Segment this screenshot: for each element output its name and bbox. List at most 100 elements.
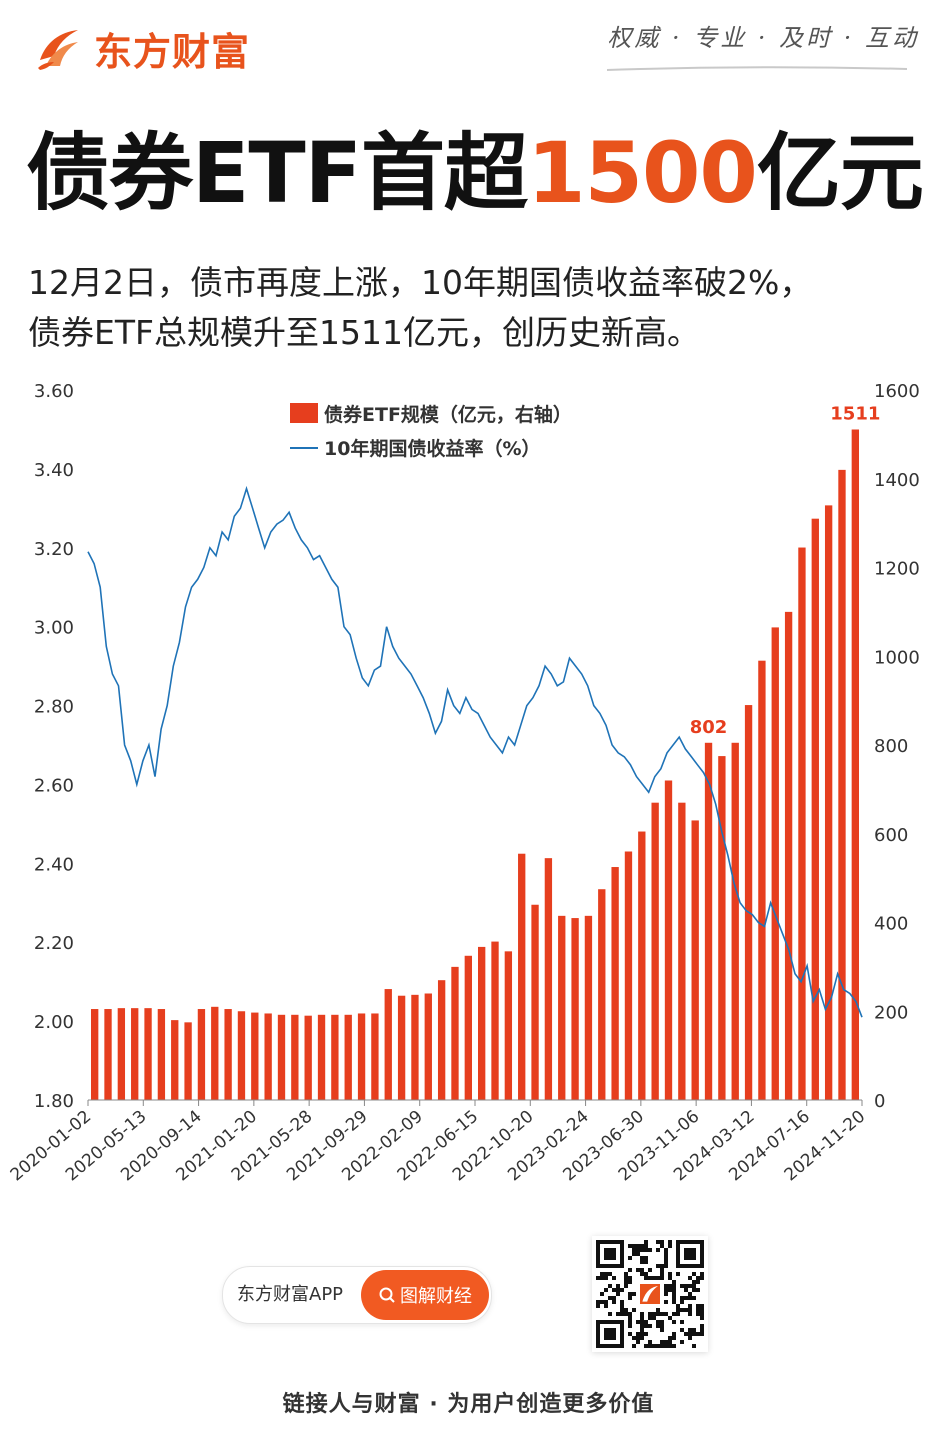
left-tick-label: 2.00 <box>34 1012 74 1033</box>
etf-bar <box>237 1011 246 1100</box>
etf-bar <box>304 1015 312 1100</box>
etf-bar <box>478 946 486 1100</box>
etf-bar <box>744 705 753 1100</box>
left-tick-label: 2.80 <box>34 697 74 718</box>
etf-bar <box>91 1009 99 1100</box>
etf-bar <box>277 1014 286 1100</box>
brand-logo: 东方财富 <box>32 18 250 78</box>
etf-bar <box>758 660 766 1100</box>
right-tick-label: 1400 <box>874 470 920 491</box>
etf-bar <box>357 1013 366 1100</box>
right-axis: 1600 1400 1200 1000 800 600 400 200 0 <box>874 381 920 1112</box>
right-tick-label: 0 <box>874 1091 885 1112</box>
etf-bar <box>704 742 713 1100</box>
etf-bar <box>464 955 472 1100</box>
app-promo-pill[interactable]: 东方财富APP 图解财经 <box>222 1266 492 1324</box>
etf-bar <box>771 627 779 1100</box>
etf-bar <box>131 1008 139 1100</box>
etf-bar <box>397 995 406 1100</box>
right-tick-label: 200 <box>874 1002 908 1023</box>
slogan: 权威 · 专业 · 及时 · 互动 <box>607 24 919 52</box>
etf-bar <box>264 1013 272 1100</box>
etf-bar <box>518 853 526 1100</box>
etf-bar <box>344 1014 352 1100</box>
etf-bar <box>451 966 459 1100</box>
left-tick-label: 3.60 <box>34 381 74 402</box>
etf-bar <box>144 1008 152 1100</box>
etf-bar <box>651 802 659 1100</box>
legend-bars-label: 债券ETF规模（亿元，右轴） <box>324 403 572 426</box>
qr-code-image <box>596 1240 704 1348</box>
etf-bar <box>598 889 606 1100</box>
slogan-underline <box>607 66 907 71</box>
subtitle-line-2: 债券ETF总规模升至1511亿元，创历史新高。 <box>28 313 700 352</box>
etf-bar <box>584 915 593 1100</box>
left-tick-label: 3.20 <box>34 539 74 560</box>
etf-bar <box>371 1013 379 1100</box>
legend: 债券ETF规模（亿元，右轴） 10年期国债收益率（%） <box>290 403 572 460</box>
left-tick-label: 3.40 <box>34 460 74 481</box>
etf-bar <box>531 904 539 1100</box>
etf-bar <box>544 858 553 1100</box>
etf-bar <box>624 851 633 1100</box>
right-tick-label: 600 <box>874 825 908 846</box>
legend-line-label: 10年期国债收益率（%） <box>324 437 540 460</box>
left-axis: 3.60 3.40 3.20 3.00 2.80 2.60 2.40 2.20 2.00 1.80 <box>34 381 74 1112</box>
etf-bar <box>558 915 566 1100</box>
x-axis: 2020-01-022020-05-132020-09-142021-01-20… <box>7 1099 869 1185</box>
etf-bar <box>291 1014 299 1100</box>
etf-bar <box>184 1022 192 1100</box>
etf-bar <box>211 1006 219 1100</box>
title-highlight: 1500 <box>527 124 758 222</box>
etf-bar <box>424 993 432 1100</box>
left-tick-label: 3.00 <box>34 618 74 639</box>
left-tick-label: 2.60 <box>34 775 74 796</box>
etf-bar <box>811 518 819 1100</box>
etf-bar <box>691 820 699 1100</box>
etf-bar <box>798 547 806 1100</box>
subtitle: 12月2日，债市再度上涨，10年期国债收益率破2%， 债券ETF总规模升至151… <box>28 258 918 358</box>
etf-bar <box>838 469 846 1100</box>
left-tick-label: 2.20 <box>34 933 74 954</box>
left-tick-label: 2.40 <box>34 854 74 875</box>
right-tick-label: 1600 <box>874 381 920 402</box>
page-title: 债券ETF首超1500亿元 <box>26 118 924 228</box>
etf-bar <box>197 1009 206 1100</box>
title-before: 债券ETF首超 <box>26 124 528 222</box>
etf-yield-chart: 3.60 3.40 3.20 3.00 2.80 2.60 2.40 2.20 2.00 1.80… <box>7 381 920 1185</box>
flame-logo-icon <box>38 30 78 70</box>
bar-annotations: 802 1511 <box>690 403 881 737</box>
bar-annotation: 802 <box>690 717 728 738</box>
yield-line <box>87 485 863 1018</box>
right-tick-label: 1200 <box>874 559 920 580</box>
etf-bar <box>824 505 833 1100</box>
etf-bar <box>731 742 739 1100</box>
bar-annotation: 1511 <box>830 403 880 424</box>
legend-bar-swatch <box>290 403 318 423</box>
etf-bar <box>504 951 513 1100</box>
etf-bar <box>851 429 859 1100</box>
qr-code[interactable] <box>592 1236 708 1352</box>
tujie-caijing-button[interactable]: 图解财经 <box>361 1270 489 1320</box>
footer-tagline: 链接人与财富 · 为用户创造更多价值 <box>282 1392 655 1417</box>
etf-bar <box>638 831 646 1100</box>
bar-series <box>91 429 859 1100</box>
subtitle-line-1: 12月2日，债市再度上涨，10年期国债收益率破2%， <box>28 263 813 302</box>
etf-bar <box>317 1014 326 1100</box>
search-icon <box>379 1287 395 1303</box>
etf-bar <box>718 756 726 1100</box>
etf-bar <box>437 980 446 1100</box>
right-tick-label: 400 <box>874 914 908 935</box>
brand-name: 东方财富 <box>94 29 251 74</box>
etf-bar <box>784 611 793 1100</box>
etf-bar <box>678 802 686 1100</box>
etf-bar <box>491 941 499 1100</box>
etf-bar <box>117 1008 126 1100</box>
etf-bar <box>571 918 579 1100</box>
etf-bar <box>611 867 619 1100</box>
right-tick-label: 1000 <box>874 647 920 668</box>
etf-bar <box>171 1020 179 1100</box>
app-label: 东方财富APP <box>237 1284 344 1305</box>
etf-bar <box>384 989 392 1100</box>
etf-bar <box>104 1009 112 1100</box>
